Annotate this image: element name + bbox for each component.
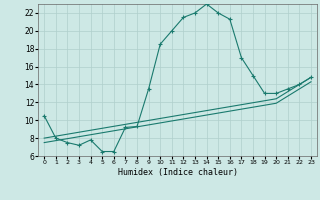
X-axis label: Humidex (Indice chaleur): Humidex (Indice chaleur) (118, 168, 238, 177)
